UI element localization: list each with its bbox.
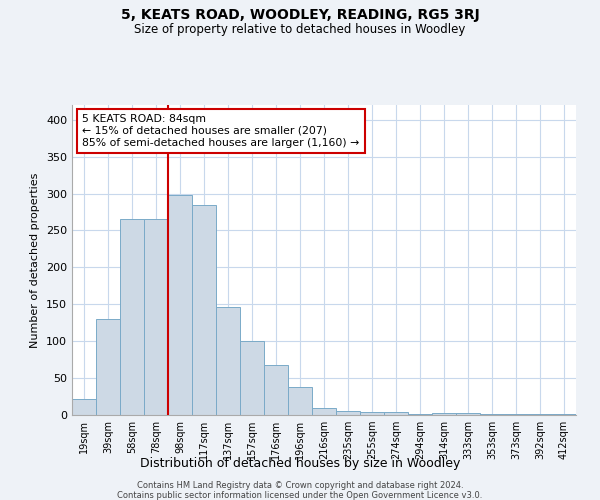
Text: Distribution of detached houses by size in Woodley: Distribution of detached houses by size … <box>140 458 460 470</box>
Bar <box>240 341 264 415</box>
Text: Size of property relative to detached houses in Woodley: Size of property relative to detached ho… <box>134 22 466 36</box>
Bar <box>504 414 528 415</box>
Bar <box>384 412 408 415</box>
Bar <box>528 414 552 415</box>
Bar <box>96 319 120 415</box>
Text: Contains HM Land Registry data © Crown copyright and database right 2024.: Contains HM Land Registry data © Crown c… <box>137 481 463 490</box>
Bar <box>288 387 312 415</box>
Bar <box>336 412 360 415</box>
Y-axis label: Number of detached properties: Number of detached properties <box>31 172 40 348</box>
Bar <box>480 414 504 415</box>
Bar <box>216 306 240 415</box>
Bar <box>408 414 432 415</box>
Bar <box>168 195 192 415</box>
Bar <box>192 204 216 415</box>
Bar <box>432 413 456 415</box>
Text: 5 KEATS ROAD: 84sqm
← 15% of detached houses are smaller (207)
85% of semi-detac: 5 KEATS ROAD: 84sqm ← 15% of detached ho… <box>82 114 359 148</box>
Bar <box>360 412 384 415</box>
Bar <box>120 220 144 415</box>
Bar <box>264 365 288 415</box>
Bar <box>72 399 96 415</box>
Bar <box>552 414 576 415</box>
Bar <box>312 408 336 415</box>
Text: 5, KEATS ROAD, WOODLEY, READING, RG5 3RJ: 5, KEATS ROAD, WOODLEY, READING, RG5 3RJ <box>121 8 479 22</box>
Bar <box>456 413 480 415</box>
Bar <box>144 220 168 415</box>
Text: Contains public sector information licensed under the Open Government Licence v3: Contains public sector information licen… <box>118 491 482 500</box>
